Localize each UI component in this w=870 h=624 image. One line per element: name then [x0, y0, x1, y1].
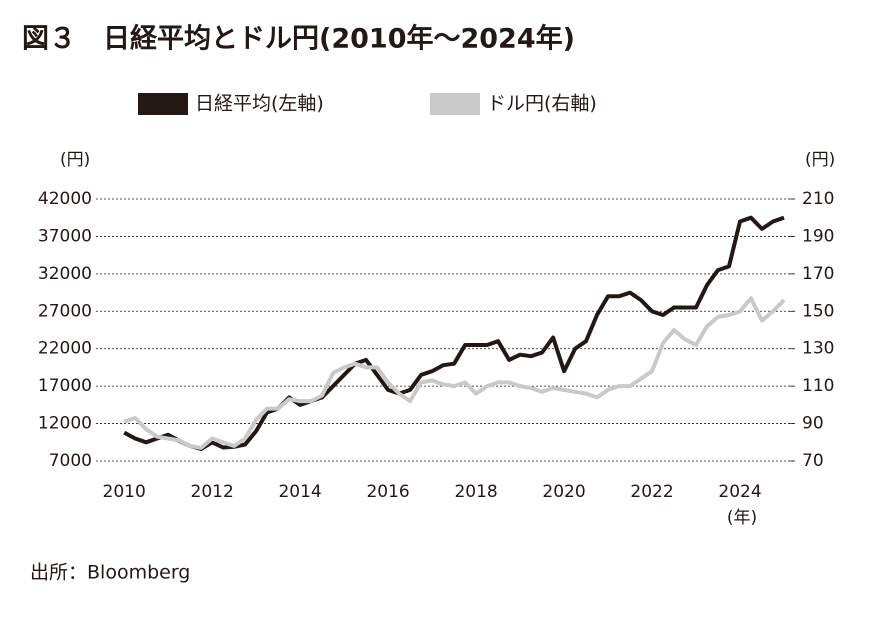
- y-tick-label: 32000: [38, 264, 92, 284]
- legend-swatch: [138, 93, 188, 115]
- x-axis-unit: (年): [727, 508, 757, 528]
- y2-tick-label: 90: [802, 414, 824, 434]
- y-tick-label: 22000: [38, 339, 92, 359]
- y-tick-label: 7000: [49, 451, 92, 471]
- x-tick-label: 2016: [366, 482, 409, 502]
- y-tick-label: 37000: [38, 226, 92, 246]
- y2-tick-label: 110: [802, 376, 834, 396]
- x-tick-label: 2010: [103, 482, 146, 502]
- x-tick-label: 2014: [278, 482, 321, 502]
- y-tick-label: 42000: [38, 189, 92, 209]
- legend-label: ドル円(右軸): [487, 93, 597, 115]
- y-tick-label: 17000: [38, 376, 92, 396]
- y-tick-label: 27000: [38, 301, 92, 321]
- source-note: 出所：Bloomberg: [30, 562, 190, 584]
- x-tick-label: 2018: [454, 482, 497, 502]
- x-tick-label: 2024: [718, 482, 761, 502]
- y2-axis-unit: (円): [805, 150, 835, 170]
- y2-tick-label: 210: [802, 189, 834, 209]
- x-tick-label: 2012: [191, 482, 234, 502]
- y2-tick-label: 70: [802, 451, 824, 471]
- x-tick-label: 2022: [630, 482, 673, 502]
- chart-title: 図３ 日経平均とドル円(2010年～2024年): [22, 23, 575, 55]
- y-tick-label: 12000: [38, 414, 92, 434]
- legend-label: 日経平均(左軸): [195, 93, 324, 115]
- y-axis-unit: (円): [60, 150, 90, 170]
- x-tick-label: 2020: [542, 482, 585, 502]
- legend-swatch: [430, 93, 480, 115]
- y2-tick-label: 150: [802, 301, 834, 321]
- series-line: [123, 296, 786, 450]
- y2-tick-label: 190: [802, 226, 834, 246]
- series-line: [123, 215, 785, 451]
- y2-tick-label: 170: [802, 264, 834, 284]
- y2-tick-label: 130: [802, 339, 834, 359]
